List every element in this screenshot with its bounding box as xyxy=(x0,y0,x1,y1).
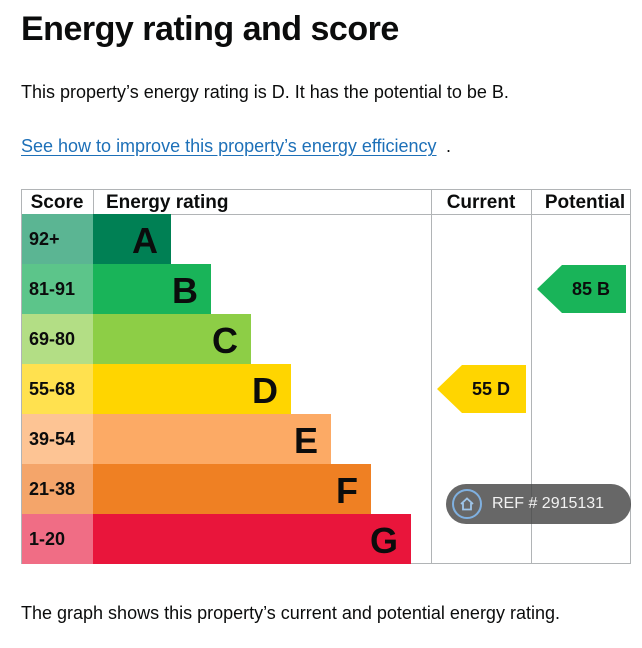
header-score: Score xyxy=(31,192,84,213)
header-energy-rating: Energy rating xyxy=(106,192,228,213)
rating-bar-g xyxy=(93,514,411,564)
rating-bar-d xyxy=(93,364,291,414)
score-cell-e xyxy=(22,414,93,464)
header-potential: Potential xyxy=(545,192,625,213)
current-rating-label: 55 D xyxy=(472,379,510,399)
score-range-a: 92+ xyxy=(29,229,60,249)
rating-letter-f: F xyxy=(336,470,358,511)
rating-bar-f xyxy=(93,464,371,514)
score-range-c: 69-80 xyxy=(29,329,75,349)
score-cell-g xyxy=(22,514,93,564)
potential-arrow xyxy=(537,265,626,313)
rating-letter-a: A xyxy=(132,220,158,261)
potential-rating-label: 85 B xyxy=(572,279,610,299)
score-cell-a xyxy=(22,214,93,264)
home-icon xyxy=(452,489,482,519)
reference-text: REF # 2915131 xyxy=(492,495,605,512)
page-title: Energy rating and score xyxy=(21,10,399,48)
rating-letter-g: G xyxy=(370,520,398,561)
score-cell-b xyxy=(22,264,93,314)
reference-watermark: REF # 2915131 xyxy=(446,484,631,524)
rating-letter-e: E xyxy=(294,420,318,461)
link-suffix: . xyxy=(446,136,452,156)
rating-bar-a xyxy=(93,214,171,264)
score-cell-d xyxy=(22,364,93,414)
rating-bar-b xyxy=(93,264,211,314)
rating-letter-b: B xyxy=(172,270,198,311)
rating-letter-c: C xyxy=(212,320,238,361)
score-range-f: 21-38 xyxy=(29,479,75,499)
score-range-e: 39-54 xyxy=(29,429,75,449)
chart-caption: The graph shows this property’s current … xyxy=(21,603,560,623)
rating-bar-e xyxy=(93,414,331,464)
rating-summary: This property’s energy rating is D. It h… xyxy=(21,82,509,102)
current-arrow xyxy=(437,365,526,413)
rating-letter-d: D xyxy=(252,370,278,411)
header-current: Current xyxy=(447,192,516,213)
rating-bar-c xyxy=(93,314,251,364)
score-range-b: 81-91 xyxy=(29,279,75,299)
improve-efficiency-link[interactable]: See how to improve this property’s energ… xyxy=(21,136,437,156)
score-range-g: 1-20 xyxy=(29,529,65,549)
score-cell-f xyxy=(22,464,93,514)
score-cell-c xyxy=(22,314,93,364)
score-range-d: 55-68 xyxy=(29,379,75,399)
